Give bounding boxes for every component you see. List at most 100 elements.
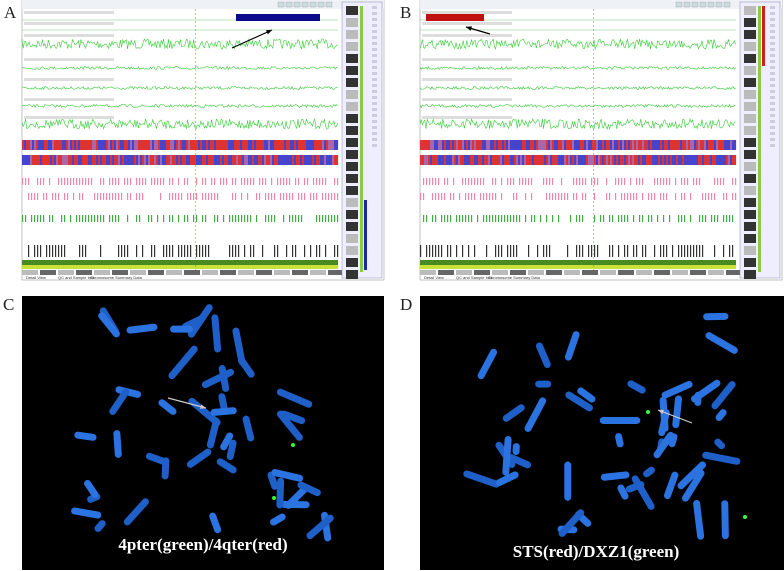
feature-stripe — [642, 193, 644, 200]
feature-stripe — [654, 178, 656, 185]
feature-stripe — [196, 193, 198, 200]
heatmap-cell — [496, 140, 499, 150]
heatmap-cell — [438, 155, 441, 165]
heatmap-cell — [572, 155, 575, 165]
heatmap-cell — [434, 140, 437, 150]
heatmap-cell — [430, 155, 433, 165]
heatmap-cell — [652, 140, 655, 150]
feature-stripe — [310, 193, 312, 200]
heatmap-cell — [422, 140, 425, 150]
tab[interactable]: QC and Sample Info — [456, 275, 493, 280]
heatmap-cell — [652, 155, 655, 165]
heatmap-cell — [154, 140, 157, 150]
heatmap-cell — [146, 140, 149, 150]
heatmap-cell — [490, 155, 493, 165]
tab[interactable]: Detail View — [26, 275, 46, 280]
chromosome — [558, 509, 585, 537]
heatmap-cell — [96, 155, 99, 165]
heatmap-cell — [648, 155, 651, 165]
heatmap-cell — [634, 155, 637, 165]
feature-stripe — [313, 193, 315, 200]
heatmap-cell — [734, 140, 737, 150]
feature-stripe — [82, 215, 84, 222]
feature-stripe — [241, 215, 243, 222]
feature-stripe — [624, 245, 626, 257]
tab[interactable]: Chromosome Summary Data — [488, 275, 541, 280]
feature-stripe — [438, 193, 440, 200]
heatmap-cell — [158, 140, 161, 150]
heatmap-cell — [432, 155, 435, 165]
heatmap-cell — [74, 140, 77, 150]
heatmap-cell — [432, 140, 435, 150]
heatmap-cell — [68, 155, 71, 165]
feature-stripe — [615, 193, 617, 200]
band — [618, 270, 634, 275]
heatmap-cell — [638, 155, 641, 165]
chrom-number — [770, 48, 775, 51]
tab[interactable]: QC and Sample Info — [58, 275, 95, 280]
ideogram-band — [346, 114, 358, 123]
tab[interactable]: Chromosome Summary Data — [90, 275, 143, 280]
heatmap-cell — [304, 140, 307, 150]
heatmap-cell — [440, 155, 443, 165]
feature-stripe — [220, 178, 222, 185]
feature-stripe — [432, 178, 434, 185]
feature-stripe — [513, 178, 515, 185]
chrom-number — [372, 132, 377, 135]
heatmap-cell — [312, 140, 315, 150]
feature-stripe — [31, 193, 33, 200]
chromosome — [502, 435, 512, 476]
heatmap-cell — [22, 155, 25, 165]
chrom-number — [770, 36, 775, 39]
chrom-number — [372, 78, 377, 81]
ideogram-band — [346, 258, 358, 267]
heatmap-cell — [558, 155, 561, 165]
feature-stripe — [723, 215, 725, 222]
ideogram-band — [744, 210, 756, 219]
ideogram-band — [744, 126, 756, 135]
tool-icon — [301, 1, 309, 8]
chromosome — [599, 416, 641, 424]
feature-stripe — [175, 193, 177, 200]
heatmap-cell — [692, 140, 695, 150]
heatmap-cell — [420, 155, 423, 165]
feature-stripe — [723, 245, 725, 257]
feature-stripe — [301, 193, 303, 200]
heatmap-cell — [244, 155, 247, 165]
feature-stripe — [576, 178, 578, 185]
feature-stripe — [498, 215, 500, 222]
tab[interactable]: Detail View — [424, 275, 444, 280]
feature-stripe — [450, 193, 452, 200]
heatmap-cell — [454, 155, 457, 165]
heatmap-cell — [164, 140, 167, 150]
feature-stripe — [660, 178, 662, 185]
feature-stripe — [274, 215, 276, 222]
heatmap-cell — [520, 155, 523, 165]
feature-stripe — [663, 215, 665, 222]
feature-stripe — [486, 215, 488, 222]
feature-stripe — [265, 178, 267, 185]
heatmap-cell — [182, 155, 185, 165]
band — [22, 270, 38, 275]
heatmap-cell — [238, 155, 241, 165]
heatmap-cell — [296, 140, 299, 150]
feature-stripe — [585, 178, 587, 185]
arrow-head — [658, 409, 664, 415]
feature-stripe — [43, 193, 45, 200]
chrom-number — [372, 12, 377, 15]
heatmap-cell — [534, 140, 537, 150]
feature-stripe — [576, 193, 578, 200]
feature-stripe — [172, 178, 174, 185]
chrom-number — [372, 24, 377, 27]
feature-stripe — [85, 245, 87, 257]
feature-stripe — [304, 178, 306, 185]
heatmap-cell — [568, 155, 571, 165]
heatmap-cell — [618, 140, 621, 150]
feature-stripe — [172, 193, 174, 200]
heatmap-cell — [248, 155, 251, 165]
track-header — [422, 34, 512, 37]
heatmap-cell — [326, 155, 329, 165]
feature-stripe — [435, 245, 437, 257]
heatmap-cell — [80, 140, 83, 150]
